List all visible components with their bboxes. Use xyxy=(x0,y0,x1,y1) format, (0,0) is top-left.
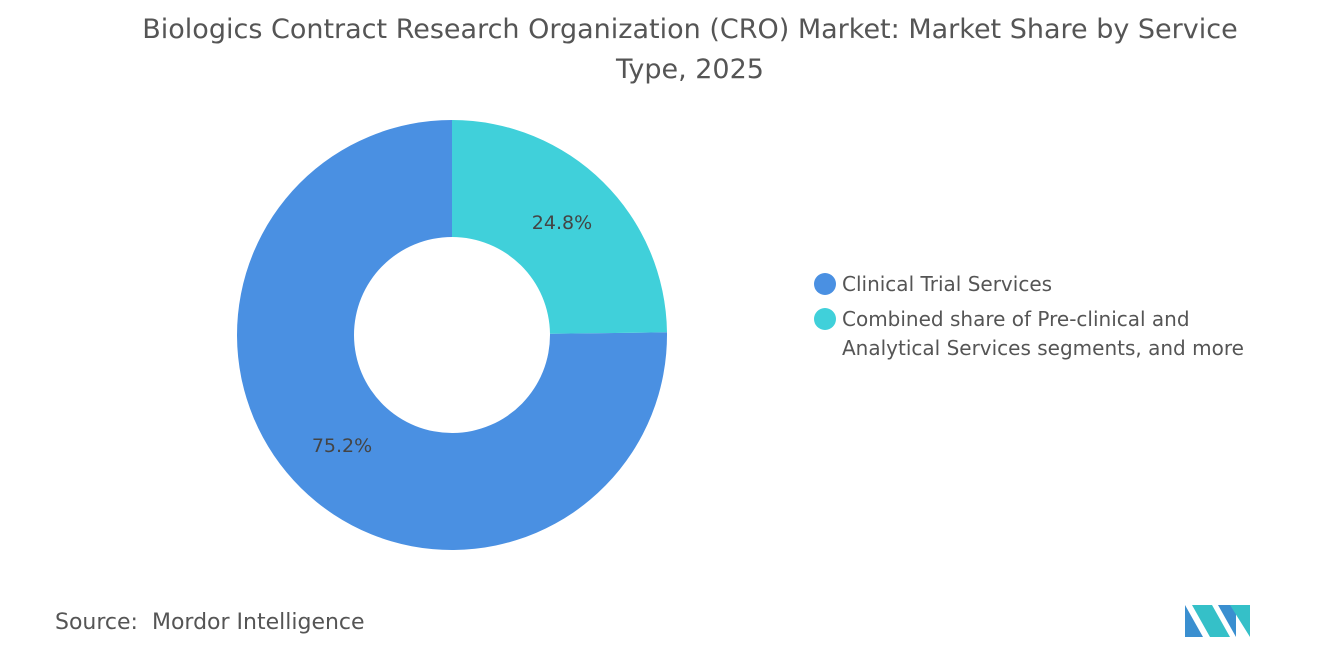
legend-label: Clinical Trial Services xyxy=(842,272,1053,296)
source: Source: Mordor Intelligence xyxy=(55,610,365,635)
donut-slice xyxy=(237,120,667,550)
legend-item: Clinical Trial Services xyxy=(814,270,1254,299)
donut-slice xyxy=(452,120,667,334)
source-label: Source: xyxy=(55,610,138,635)
data-label: 24.8% xyxy=(532,212,592,234)
legend-label: Combined share of Pre-clinical and Analy… xyxy=(842,307,1244,360)
logo xyxy=(1185,605,1250,637)
legend: Clinical Trial Services Combined share of… xyxy=(814,270,1254,369)
source-name: Mordor Intelligence xyxy=(151,610,365,635)
data-label: 75.2% xyxy=(312,435,372,457)
legend-swatch xyxy=(814,308,836,330)
legend-item: Combined share of Pre-clinical and Analy… xyxy=(814,305,1254,363)
chart-title: Biologics Contract Research Organization… xyxy=(142,14,1238,85)
legend-swatch xyxy=(814,273,836,295)
